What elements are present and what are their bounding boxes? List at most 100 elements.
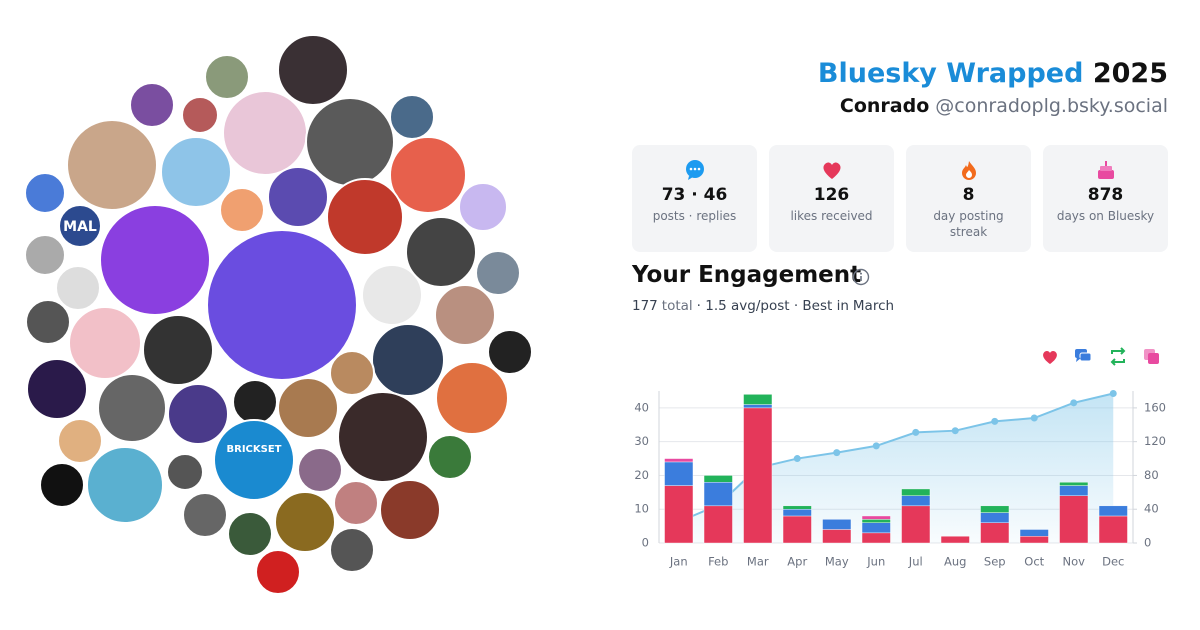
avatar[interactable]: [129, 82, 175, 128]
avatar[interactable]: [329, 527, 375, 573]
stat-value: 73 · 46: [661, 185, 728, 205]
avatar[interactable]: [487, 329, 533, 375]
avatar[interactable]: [389, 136, 467, 214]
bar-segment: [782, 505, 812, 510]
avatar[interactable]: [219, 187, 265, 233]
avatar[interactable]: [333, 480, 379, 526]
brand: Bluesky Wrapped: [817, 58, 1084, 89]
bar-segment: [664, 461, 694, 486]
avatar[interactable]: [99, 204, 211, 316]
y2-tick-label: 0: [1144, 536, 1151, 550]
avatar[interactable]: [255, 549, 301, 595]
avatar[interactable]: [55, 265, 101, 311]
avatar[interactable]: [66, 119, 158, 211]
avatar[interactable]: [337, 391, 429, 483]
avatar[interactable]: [25, 299, 71, 345]
avatar[interactable]: [86, 446, 164, 524]
avatar[interactable]: [267, 166, 329, 228]
avatar[interactable]: [206, 229, 358, 381]
y-tick-label: 10: [634, 502, 649, 516]
legend: [1043, 347, 1159, 366]
avatar-cloud: MAL BRICKSET: [24, 34, 533, 595]
stat-card: 878 days on Bluesky: [1043, 145, 1168, 252]
avatar[interactable]: [142, 314, 214, 386]
avatar[interactable]: [58, 204, 102, 248]
avatar[interactable]: [39, 462, 85, 508]
legend-icon[interactable]: [1110, 347, 1126, 366]
avatar[interactable]: [305, 97, 395, 187]
y2-tick-label: 160: [1144, 400, 1166, 414]
legend-icon[interactable]: [1144, 349, 1159, 364]
stat-value: 878: [1087, 185, 1124, 205]
x-tick-label: Mar: [747, 555, 769, 569]
bar-segment: [861, 519, 891, 523]
bar-segment: [1059, 485, 1089, 496]
summary-part: 177: [632, 298, 658, 314]
avatar[interactable]: [182, 492, 228, 538]
avatar[interactable]: [181, 96, 219, 134]
info-icon[interactable]: [852, 268, 870, 286]
avatar[interactable]: [167, 383, 229, 445]
avatar[interactable]: [227, 511, 273, 557]
avatar[interactable]: [326, 178, 404, 256]
avatar[interactable]: [475, 250, 521, 296]
avatar[interactable]: [68, 306, 142, 380]
avatar[interactable]: [434, 284, 496, 346]
avatar[interactable]: [222, 90, 308, 176]
avatar[interactable]: [204, 54, 250, 100]
line-point: [872, 442, 880, 450]
y-tick-label: 40: [634, 400, 649, 414]
avatar[interactable]: [57, 418, 103, 464]
bar-segment: [822, 529, 852, 544]
line-point: [1030, 414, 1038, 422]
stat-icon: [685, 160, 704, 180]
avatar[interactable]: [297, 447, 343, 493]
avatar[interactable]: [274, 491, 336, 553]
avatar[interactable]: [458, 182, 508, 232]
avatar[interactable]: [371, 323, 445, 397]
avatar[interactable]: [405, 216, 477, 288]
legend-icon[interactable]: [1075, 349, 1092, 362]
bar-segment: [743, 404, 773, 409]
year: 2025: [1092, 58, 1168, 89]
x-tick-label: May: [825, 555, 849, 569]
avatar[interactable]: [277, 34, 349, 106]
avatar[interactable]: [389, 94, 435, 140]
y2-tick-label: 120: [1144, 434, 1166, 448]
avatar[interactable]: [166, 453, 204, 491]
avatar[interactable]: [329, 350, 375, 396]
stat-icon: [822, 162, 841, 179]
avatar[interactable]: [232, 379, 278, 425]
bar-segment: [1019, 529, 1049, 537]
avatar[interactable]: [97, 373, 167, 443]
avatar[interactable]: [24, 172, 66, 214]
avatar[interactable]: [24, 234, 66, 276]
avatar[interactable]: [361, 264, 423, 326]
avatar[interactable]: [427, 434, 473, 480]
bar-segment: [664, 458, 694, 463]
avatar[interactable]: [160, 136, 232, 208]
avatar[interactable]: [435, 361, 509, 435]
bar-segment: [861, 515, 891, 520]
x-tick-label: Jan: [669, 555, 688, 569]
avatar[interactable]: [379, 479, 441, 541]
line-point: [912, 428, 920, 436]
line-point: [991, 417, 999, 425]
bar-segment: [861, 522, 891, 534]
stat-card: 73 · 46 posts · replies: [632, 145, 757, 252]
stat-card: 8 day posting streak: [906, 145, 1031, 252]
summary: 177 total · 1.5 avg/post · Best in March: [632, 298, 898, 314]
bar-segment: [980, 512, 1010, 523]
y-tick-label: 0: [642, 536, 649, 550]
avatar[interactable]: [277, 377, 339, 439]
bar-segment: [980, 522, 1010, 544]
bar-segment: [940, 536, 970, 544]
line-point: [1070, 399, 1078, 407]
x-tick-label: Dec: [1102, 555, 1124, 569]
avatar[interactable]: [213, 419, 295, 501]
x-tick-label: Feb: [708, 555, 728, 569]
legend-icon[interactable]: [1043, 351, 1057, 364]
x-tick-label: Oct: [1024, 555, 1044, 569]
avatar[interactable]: [26, 358, 88, 420]
bar-segment: [664, 485, 694, 544]
